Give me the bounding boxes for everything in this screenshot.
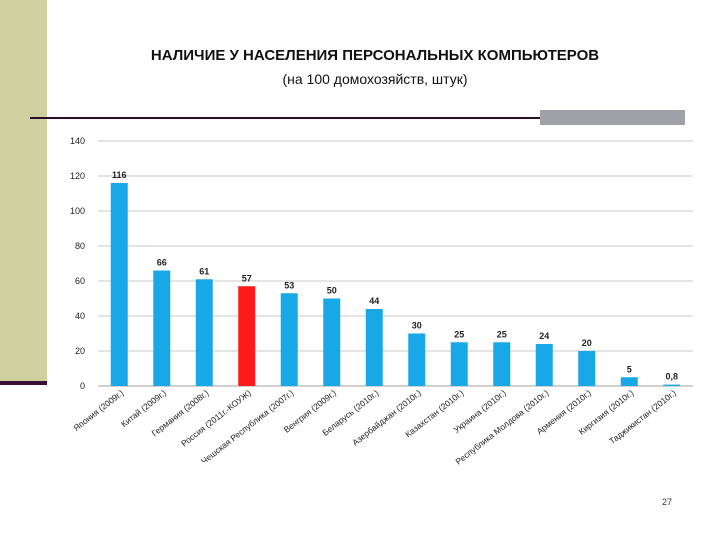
x-tick-label: Япония (2009г.) bbox=[71, 388, 125, 433]
bar bbox=[365, 309, 383, 386]
bar bbox=[195, 279, 213, 386]
data-label: 25 bbox=[454, 329, 464, 339]
slide-title: НАЛИЧИЕ У НАСЕЛЕНИЯ ПЕРСОНАЛЬНЫХ КОМПЬЮТ… bbox=[150, 47, 600, 64]
bar bbox=[578, 351, 596, 386]
bar bbox=[323, 298, 341, 386]
bar bbox=[620, 377, 638, 386]
title-divider bbox=[30, 117, 685, 119]
slide-subtitle: (на 100 домохозяйств, штук) bbox=[282, 71, 468, 87]
data-label: 5 bbox=[627, 364, 632, 374]
decorative-side-bar bbox=[0, 0, 47, 384]
data-label: 116 bbox=[112, 170, 127, 180]
bar bbox=[153, 270, 171, 386]
y-tick-label: 20 bbox=[75, 346, 85, 356]
bar bbox=[493, 342, 511, 386]
y-tick-label: 140 bbox=[70, 136, 85, 146]
data-label: 20 bbox=[582, 338, 592, 348]
decorative-side-line bbox=[0, 381, 47, 385]
bar bbox=[408, 333, 426, 386]
bar bbox=[663, 384, 681, 386]
y-tick-label: 0 bbox=[80, 381, 85, 391]
data-label: 25 bbox=[497, 329, 507, 339]
y-tick-label: 100 bbox=[70, 206, 85, 216]
x-tick-label: Россия (2011г.-КОУЖ) bbox=[179, 388, 253, 449]
data-label: 57 bbox=[242, 273, 252, 283]
data-label: 30 bbox=[412, 321, 422, 331]
bar bbox=[535, 344, 553, 386]
data-label: 53 bbox=[284, 280, 294, 290]
bar bbox=[110, 183, 128, 386]
y-tick-label: 80 bbox=[75, 241, 85, 251]
data-label: 0,8 bbox=[665, 372, 678, 382]
y-tick-label: 60 bbox=[75, 276, 85, 286]
data-label: 24 bbox=[539, 331, 549, 341]
bar bbox=[238, 286, 256, 386]
data-label: 66 bbox=[157, 258, 167, 268]
y-tick-label: 40 bbox=[75, 311, 85, 321]
bar bbox=[450, 342, 468, 386]
data-label: 50 bbox=[327, 286, 337, 296]
title-divider-accent bbox=[540, 110, 685, 125]
data-label: 61 bbox=[199, 266, 209, 276]
x-tick-label: Азербайджан (2010г.) bbox=[350, 388, 423, 448]
bar bbox=[280, 293, 298, 386]
data-label: 44 bbox=[369, 296, 379, 306]
page-number: 27 bbox=[662, 497, 673, 507]
y-tick-label: 120 bbox=[70, 171, 85, 181]
